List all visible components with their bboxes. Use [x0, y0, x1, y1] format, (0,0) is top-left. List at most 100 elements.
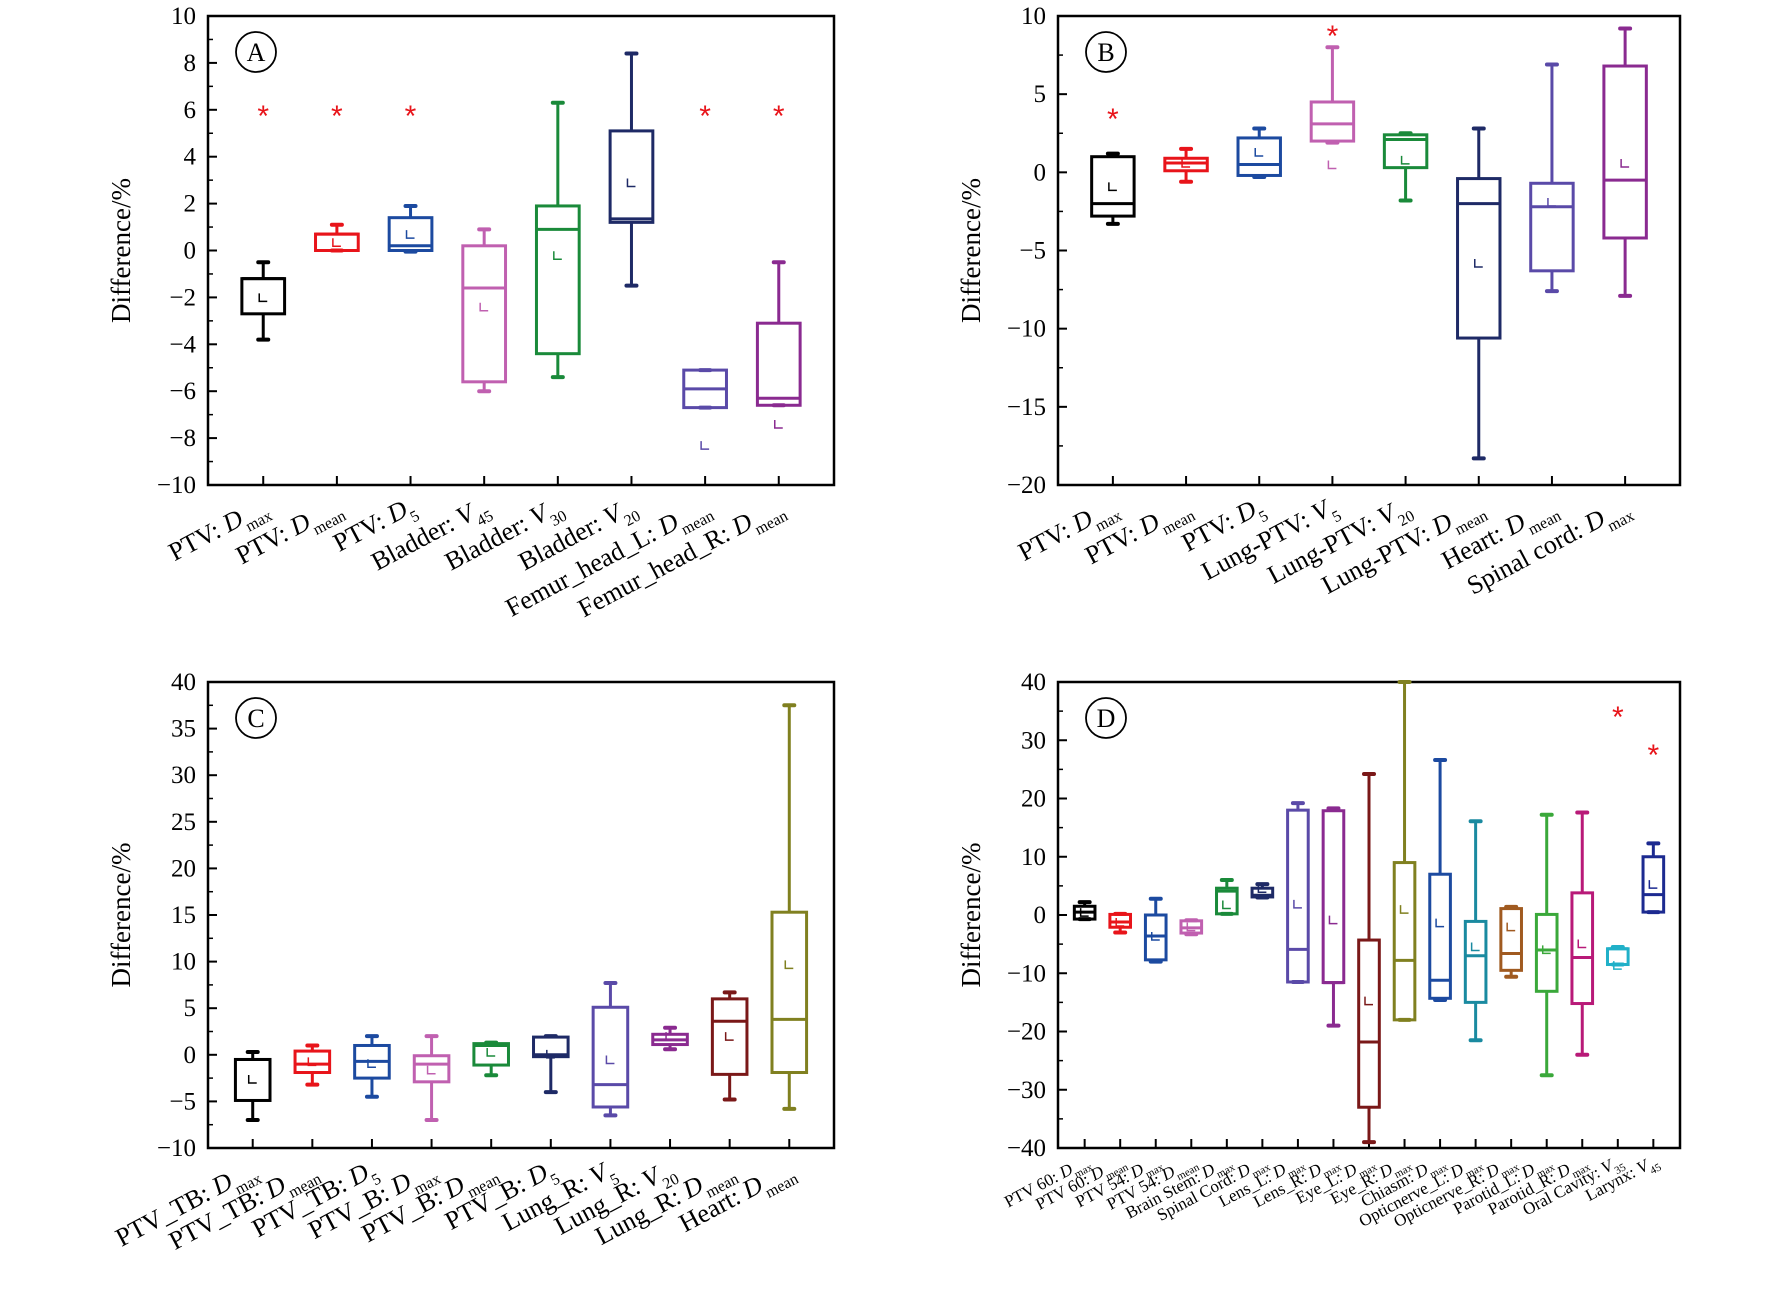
- box-14: [1536, 815, 1557, 1148]
- box-2: [1165, 149, 1207, 485]
- mean-marker: [487, 1048, 495, 1056]
- mean-marker: [259, 293, 267, 301]
- y-tick-label: 0: [184, 1042, 197, 1069]
- box-10: [1394, 682, 1415, 1148]
- box-iqr: [712, 999, 747, 1074]
- outlier-marker: *: [1647, 739, 1659, 772]
- box-1: *: [1092, 103, 1134, 485]
- y-tick-label: 6: [184, 97, 197, 124]
- box-8: [1604, 29, 1646, 485]
- mean-marker: [249, 1075, 257, 1083]
- mean-marker: [1507, 923, 1515, 931]
- box-12: [1465, 821, 1486, 1148]
- y-tick-label: −6: [169, 378, 196, 405]
- y-tick-label: 0: [184, 238, 197, 265]
- outlier-marker: *: [257, 100, 269, 133]
- box-6: [534, 1036, 569, 1148]
- y-tick-label: −40: [1007, 1135, 1046, 1162]
- box-iqr: [463, 246, 506, 382]
- box-6: [610, 54, 653, 485]
- box-1: *: [242, 100, 285, 485]
- box-9: [712, 992, 747, 1148]
- box-1: [1074, 902, 1095, 1148]
- box-iqr: [295, 1051, 330, 1072]
- box-13: [1501, 907, 1522, 1148]
- box-plot-figure: −10−8−6−4−20246810Difference/%A*PTV: Dma…: [0, 0, 1786, 1289]
- plot-frame: [1058, 16, 1680, 485]
- box-7: *: [684, 100, 727, 485]
- panel-label: D: [1097, 704, 1116, 733]
- mean-marker: [1436, 919, 1444, 927]
- mean-marker: [554, 251, 562, 259]
- box-iqr: [1359, 940, 1380, 1107]
- y-tick-label: −8: [169, 425, 196, 452]
- box-2: [295, 1045, 330, 1148]
- panel-label: B: [1097, 38, 1114, 67]
- plot-frame: [208, 16, 834, 485]
- box-iqr: [757, 323, 800, 405]
- box-7: [1288, 803, 1309, 1148]
- y-tick-label: −30: [1007, 1077, 1046, 1104]
- box-17: *: [1643, 739, 1664, 1148]
- y-tick-label: 10: [1021, 3, 1046, 30]
- y-tick-label: 10: [171, 949, 196, 976]
- box-5: [474, 1043, 509, 1148]
- box-7: [1531, 64, 1573, 485]
- y-tick-label: −4: [169, 331, 196, 358]
- box-5: [1217, 880, 1238, 1148]
- mean-marker: [606, 1055, 614, 1063]
- box-5: [536, 103, 579, 485]
- mean-marker: [1402, 156, 1410, 164]
- y-tick-label: 40: [171, 669, 196, 696]
- box-iqr: [1288, 810, 1309, 982]
- mean-marker: [1329, 916, 1337, 924]
- y-tick-label: −20: [1007, 1019, 1046, 1046]
- mean-marker: [407, 230, 415, 238]
- y-tick-label: −15: [1007, 394, 1046, 421]
- panel-c: −10−50510152025303540Difference/%CPTV_TB…: [106, 669, 834, 1261]
- y-tick-label: −10: [1007, 316, 1046, 343]
- box-iqr: [1607, 949, 1628, 965]
- box-10: [772, 705, 807, 1148]
- y-tick-label: −2: [169, 284, 196, 311]
- y-tick-label: 25: [171, 809, 196, 836]
- mean-marker: [1578, 940, 1586, 948]
- box-iqr: [1394, 863, 1415, 1020]
- box-16: *: [1607, 701, 1628, 1148]
- box-iqr: [414, 1056, 449, 1082]
- y-axis-label: Difference/%: [956, 178, 986, 323]
- outlier-marker: *: [699, 100, 711, 133]
- mean-marker: [1649, 880, 1657, 888]
- mean-marker: [333, 238, 341, 246]
- mean-marker: [428, 1066, 436, 1074]
- box-6: [1252, 884, 1273, 1148]
- y-tick-label: 8: [184, 50, 197, 77]
- y-tick-label: 2: [184, 191, 197, 218]
- box-iqr: [1643, 857, 1664, 912]
- y-tick-label: 0: [1034, 902, 1047, 929]
- panel-label: C: [247, 704, 264, 733]
- box-11: [1430, 760, 1451, 1148]
- outlier-marker: *: [1612, 701, 1624, 734]
- box-iqr: [1604, 66, 1646, 238]
- panel-label: A: [247, 38, 266, 67]
- box-iqr: [772, 912, 807, 1072]
- y-tick-label: −5: [169, 1088, 196, 1115]
- mean-marker: [1365, 997, 1373, 1005]
- plot-frame: [208, 682, 834, 1148]
- box-3: [355, 1036, 390, 1148]
- box-iqr: [593, 1007, 628, 1107]
- y-tick-label: 10: [1021, 844, 1046, 871]
- box-7: [593, 983, 628, 1148]
- box-3: *: [389, 100, 432, 485]
- y-tick-label: 20: [1021, 786, 1046, 813]
- box-iqr: [1323, 811, 1344, 983]
- y-tick-label: 35: [171, 716, 196, 743]
- mean-marker: [1401, 905, 1409, 913]
- outlier-marker: *: [1327, 20, 1339, 53]
- box-iqr: [1501, 909, 1522, 971]
- y-tick-label: 4: [184, 144, 197, 171]
- box-iqr: [1092, 157, 1134, 216]
